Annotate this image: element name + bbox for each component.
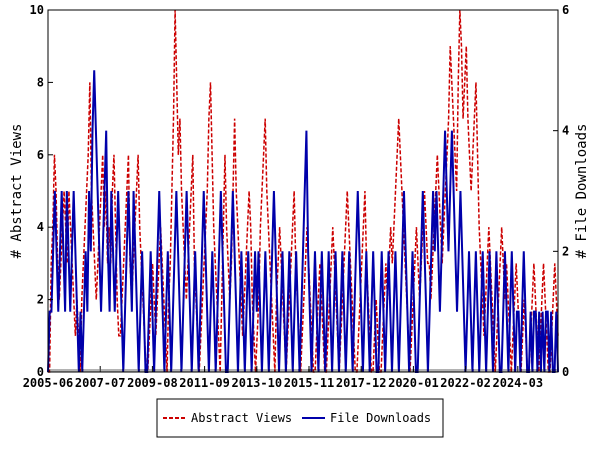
y-left-axis-tick-label: 2 (37, 293, 44, 307)
y-left-axis-tick-label: 0 (37, 365, 44, 379)
legend-box (156, 398, 444, 438)
x-axis-tick-label: 2009-08 (127, 376, 178, 390)
x-axis-tick-label: 2024-03 (493, 376, 544, 390)
x-axis-tick-label: 2013-10 (232, 376, 283, 390)
x-axis-tick-label: 2007-07 (75, 376, 126, 390)
x-axis-tick-label: 2011-09 (179, 376, 230, 390)
series-layer (47, 9, 559, 373)
legend: Abstract Views File Downloads (156, 398, 444, 438)
ticks-layer: 2005-06 2007-07 2009-08 2011-09 2013-10 2015-… (23, 3, 570, 390)
y-right-axis-tick-label: 2 (562, 244, 569, 258)
y-right-axis-tick-label: 0 (562, 365, 569, 379)
y-left-axis-tick-label: 10 (30, 3, 44, 17)
x-axis-tick-label: 2015-11 (284, 376, 335, 390)
y-left-axis-tick-label: 6 (37, 148, 44, 162)
y-left-axis-title: # Abstract Views (9, 124, 25, 259)
legend-label-file-downloads: File Downloads (330, 411, 431, 425)
x-axis-tick-label: 2020-01 (388, 376, 439, 390)
x-axis-tick-label: 2017-12 (336, 376, 387, 390)
x-axis-tick-label: 2005-06 (23, 376, 74, 390)
y-left-axis-tick-label: 8 (37, 75, 44, 89)
y-left-axis-tick-label: 4 (37, 220, 44, 234)
legend-label-abstract-views: Abstract Views (191, 411, 292, 425)
series-line-file-downloads (47, 70, 559, 373)
y-right-axis-tick-label: 4 (562, 124, 569, 138)
x-axis-tick-label: 2022-02 (440, 376, 491, 390)
y-right-axis-title: # File Downloads (574, 124, 590, 259)
y-right-axis-tick-label: 6 (562, 3, 569, 17)
plot-frame (47, 9, 559, 373)
